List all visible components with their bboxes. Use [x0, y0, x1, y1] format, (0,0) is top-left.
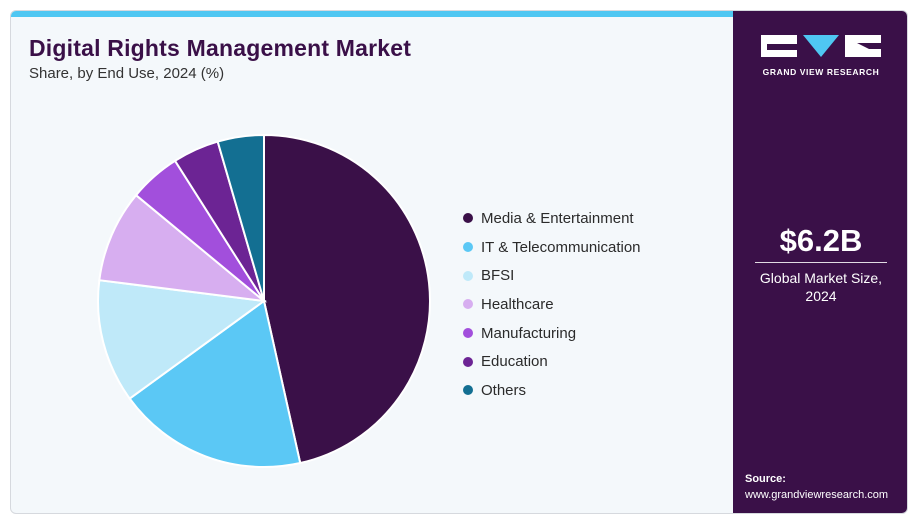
legend-swatch [463, 385, 473, 396]
legend-item-healthcare: Healthcare [463, 290, 641, 319]
chart-subtitle: Share, by End Use, 2024 (%) [29, 65, 225, 82]
legend-label: Healthcare [481, 295, 554, 313]
source-title: Source: [745, 473, 786, 485]
chart-title: Digital Rights Management Market [29, 35, 412, 61]
brand-name: GRAND VIEW RESEARCH [762, 67, 880, 77]
legend-label: Media & Entertainment [481, 209, 634, 227]
legend-swatch [463, 270, 473, 281]
legend-label: Education [481, 353, 548, 371]
legend-swatch [463, 242, 473, 253]
gvr-logo-icon [761, 35, 881, 57]
side-panel: GRAND VIEW RESEARCH $6.2B Global Market … [733, 11, 907, 513]
source-url: www.grandviewresearch.com [745, 489, 889, 501]
pie-slice-others [216, 133, 265, 302]
pie-slice-media-and-entertainment [263, 133, 431, 465]
legend-item-bfsi: BFSI [463, 261, 641, 290]
pie-slice-it-and-telecommunication [128, 299, 302, 468]
legend-swatch [463, 328, 473, 339]
legend-label: Manufacturing [481, 324, 577, 342]
pie-chart [97, 133, 431, 468]
legend-item-media-and-entertainment: Media & Entertainment [463, 204, 641, 233]
legend-item-manufacturing: Manufacturing [463, 319, 641, 348]
legend-swatch [463, 213, 473, 224]
market-size-label: Global Market Size, 2024 [759, 270, 883, 304]
chart-legend: Media & Entertainment IT & Telecommunicat… [463, 204, 641, 405]
legend-item-it-and-telecommunication: IT & Telecommunication [463, 233, 641, 262]
legend-item-others: Others [463, 376, 641, 405]
accent-bar [11, 11, 733, 17]
pie-slice-healthcare [98, 193, 268, 303]
chart-card: Digital Rights Management Market Share, … [10, 10, 908, 514]
divider [755, 262, 887, 263]
legend-swatch [463, 299, 473, 310]
legend-item-education: Education [463, 347, 641, 376]
legend-label: Others [481, 381, 527, 399]
legend-label: IT & Telecommunication [481, 238, 641, 256]
market-size-value: $6.2B [779, 223, 863, 258]
legend-swatch [463, 356, 473, 367]
pie-slice-bfsi [97, 279, 267, 400]
legend-label: BFSI [481, 267, 515, 285]
